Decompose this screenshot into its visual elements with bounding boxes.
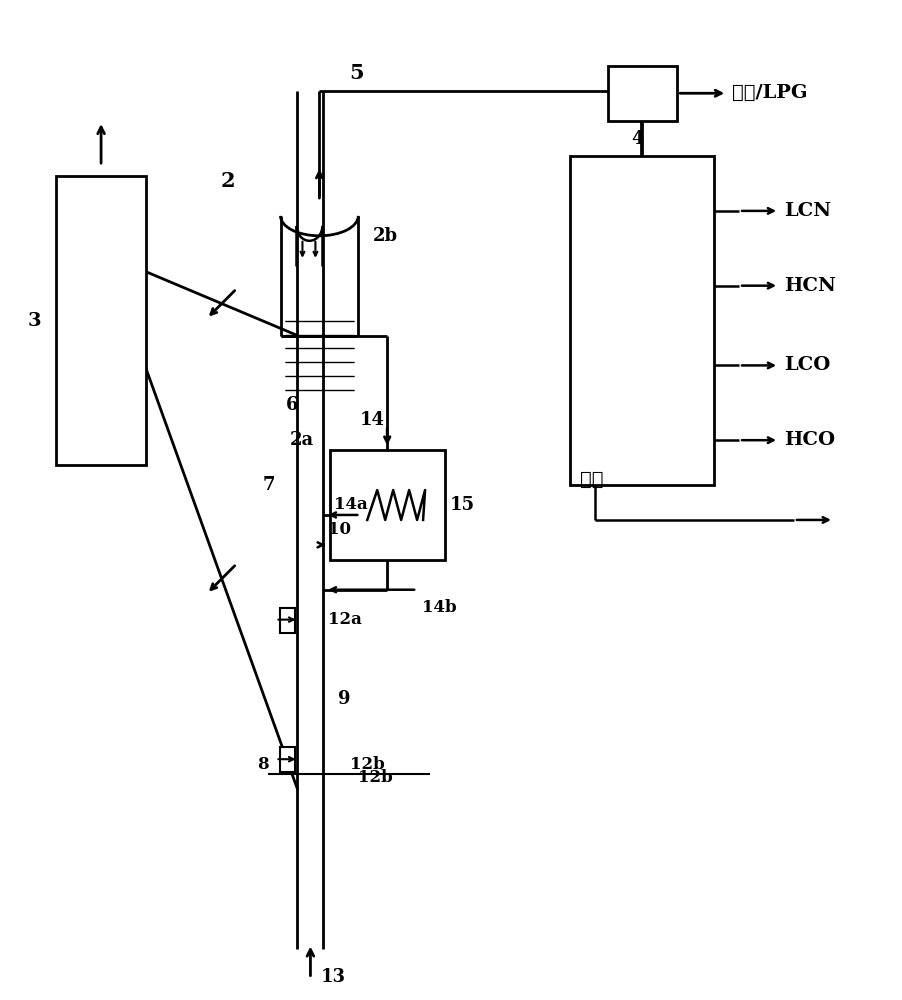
Text: 9: 9 bbox=[338, 690, 351, 708]
Text: 干气/LPG: 干气/LPG bbox=[732, 84, 806, 102]
Text: 14: 14 bbox=[359, 411, 384, 429]
Text: 12b: 12b bbox=[350, 756, 384, 773]
Text: 2b: 2b bbox=[373, 227, 398, 245]
Text: 12b: 12b bbox=[358, 769, 392, 786]
Text: 14a: 14a bbox=[334, 496, 368, 513]
Text: 2: 2 bbox=[220, 171, 235, 191]
Text: 浆料: 浆料 bbox=[579, 471, 603, 489]
Text: 5: 5 bbox=[349, 63, 364, 83]
Text: 6: 6 bbox=[285, 396, 298, 414]
Text: HCN: HCN bbox=[783, 277, 835, 295]
Text: 2a: 2a bbox=[290, 431, 313, 449]
Text: LCN: LCN bbox=[783, 202, 830, 220]
Text: LCO: LCO bbox=[783, 356, 830, 374]
Text: 13: 13 bbox=[320, 968, 345, 986]
Bar bbox=[569, 156, 713, 485]
Text: HCO: HCO bbox=[783, 431, 834, 449]
Bar bbox=[280, 608, 295, 633]
Bar bbox=[56, 176, 146, 465]
Bar bbox=[607, 66, 676, 121]
Bar bbox=[280, 747, 295, 772]
Text: 8: 8 bbox=[257, 756, 269, 773]
Text: 4: 4 bbox=[630, 130, 643, 148]
Text: 12a: 12a bbox=[328, 611, 362, 628]
Bar bbox=[330, 450, 445, 560]
Text: 14b: 14b bbox=[421, 599, 456, 616]
Text: 3: 3 bbox=[27, 312, 41, 330]
Text: 10: 10 bbox=[328, 521, 351, 538]
Text: 7: 7 bbox=[262, 476, 275, 494]
Text: 15: 15 bbox=[449, 496, 474, 514]
